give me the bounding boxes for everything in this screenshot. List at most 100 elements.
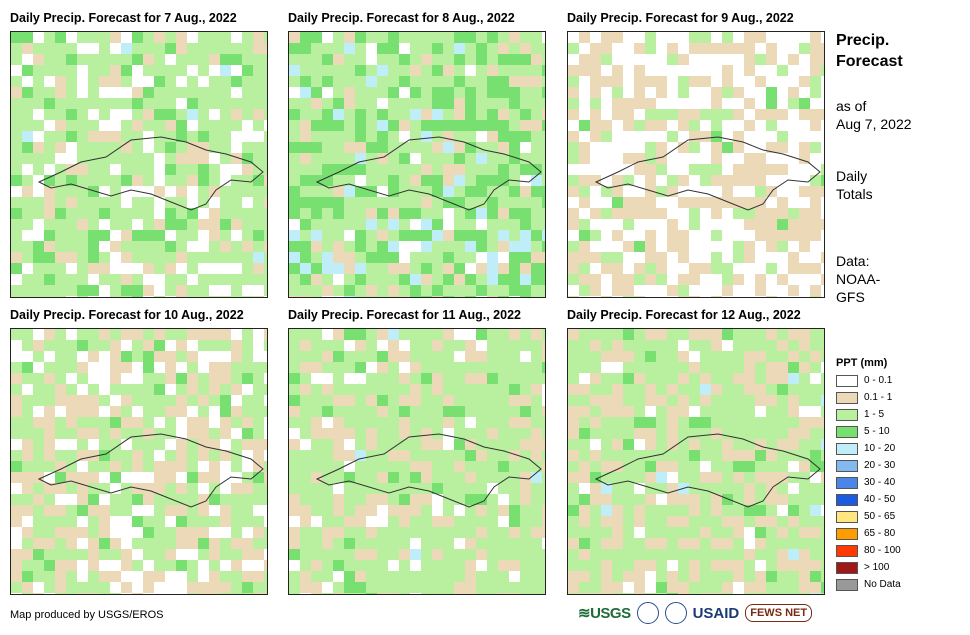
- grid-cell: [77, 175, 88, 186]
- grid-cell: [443, 164, 454, 175]
- grid-cell: [755, 417, 766, 428]
- grid-cell: [509, 76, 520, 87]
- grid-cell: [487, 351, 498, 362]
- grid-cell: [755, 362, 766, 373]
- grid-cell: [766, 505, 777, 516]
- grid-cell: [821, 373, 824, 384]
- grid-cell: [242, 417, 253, 428]
- grid-cell: [132, 582, 143, 593]
- grid-cell: [443, 450, 454, 461]
- grid-cell: [634, 230, 645, 241]
- grid-cell: [520, 252, 531, 263]
- grid-cell: [88, 32, 99, 43]
- grid-cell: [333, 175, 344, 186]
- grid-cell: [678, 131, 689, 142]
- grid-cell: [366, 296, 377, 297]
- grid-cell: [799, 373, 810, 384]
- grid-cell: [733, 285, 744, 296]
- grid-cell: [542, 395, 545, 406]
- grid-cell: [77, 472, 88, 483]
- grid-cell: [755, 439, 766, 450]
- grid-cell: [509, 241, 520, 252]
- grid-cell: [509, 384, 520, 395]
- grid-cell: [821, 538, 824, 549]
- grid-cell: [165, 296, 176, 297]
- grid-cell: [623, 219, 634, 230]
- grid-cell: [432, 571, 443, 582]
- grid-cell: [176, 197, 187, 208]
- grid-cell: [176, 351, 187, 362]
- grid-cell: [88, 219, 99, 230]
- grid-cell: [176, 43, 187, 54]
- grid-cell: [443, 505, 454, 516]
- grid-cell: [700, 87, 711, 98]
- grid-cell: [454, 428, 465, 439]
- grid-cell: [55, 362, 66, 373]
- grid-cell: [33, 175, 44, 186]
- grid-cell: [700, 428, 711, 439]
- grid-cell: [700, 219, 711, 230]
- grid-cell: [143, 197, 154, 208]
- grid-cell: [601, 549, 612, 560]
- grid-cell: [355, 32, 366, 43]
- grid-cell: [432, 87, 443, 98]
- grid-cell: [443, 241, 454, 252]
- grid-cell: [311, 285, 322, 296]
- grid-cell: [542, 384, 545, 395]
- grid-cell: [289, 549, 300, 560]
- grid-cell: [476, 571, 487, 582]
- grid-cell: [531, 428, 542, 439]
- grid-cell: [454, 98, 465, 109]
- grid-cell: [656, 450, 667, 461]
- grid-cell: [399, 450, 410, 461]
- grid-cell: [165, 120, 176, 131]
- grid-cell: [733, 219, 744, 230]
- grid-cell: [700, 252, 711, 263]
- grid-cell: [99, 560, 110, 571]
- grid-cell: [99, 175, 110, 186]
- grid-cell: [289, 296, 300, 297]
- grid-cell: [689, 120, 700, 131]
- grid-cell: [231, 395, 242, 406]
- grid-cell: [766, 461, 777, 472]
- precip-grid: [11, 32, 267, 297]
- legend-swatch: [836, 442, 858, 455]
- grid-cell: [187, 120, 198, 131]
- grid-cell: [623, 351, 634, 362]
- grid-cell: [165, 494, 176, 505]
- grid-cell: [22, 197, 33, 208]
- grid-cell: [322, 87, 333, 98]
- grid-cell: [623, 549, 634, 560]
- grid-cell: [531, 285, 542, 296]
- grid-cell: [289, 87, 300, 98]
- grid-cell: [821, 263, 824, 274]
- grid-cell: [454, 164, 465, 175]
- grid-cell: [198, 32, 209, 43]
- grid-cell: [66, 527, 77, 538]
- grid-cell: [777, 406, 788, 417]
- grid-cell: [11, 65, 22, 76]
- grid-cell: [755, 483, 766, 494]
- grid-cell: [198, 472, 209, 483]
- grid-cell: [187, 593, 198, 594]
- grid-cell: [689, 450, 700, 461]
- grid-cell: [601, 252, 612, 263]
- grid-cell: [465, 263, 476, 274]
- grid-cell: [242, 87, 253, 98]
- grid-cell: [421, 428, 432, 439]
- grid-cell: [264, 450, 267, 461]
- grid-cell: [289, 461, 300, 472]
- grid-cell: [33, 384, 44, 395]
- grid-cell: [689, 329, 700, 340]
- grid-cell: [443, 461, 454, 472]
- grid-cell: [231, 527, 242, 538]
- grid-cell: [410, 406, 421, 417]
- grid-cell: [209, 417, 220, 428]
- grid-cell: [154, 527, 165, 538]
- grid-cell: [634, 65, 645, 76]
- grid-cell: [755, 263, 766, 274]
- grid-cell: [810, 153, 821, 164]
- grid-cell: [689, 208, 700, 219]
- grid-cell: [476, 32, 487, 43]
- panel-title-5: Daily Precip. Forecast for 11 Aug., 2022: [288, 308, 521, 322]
